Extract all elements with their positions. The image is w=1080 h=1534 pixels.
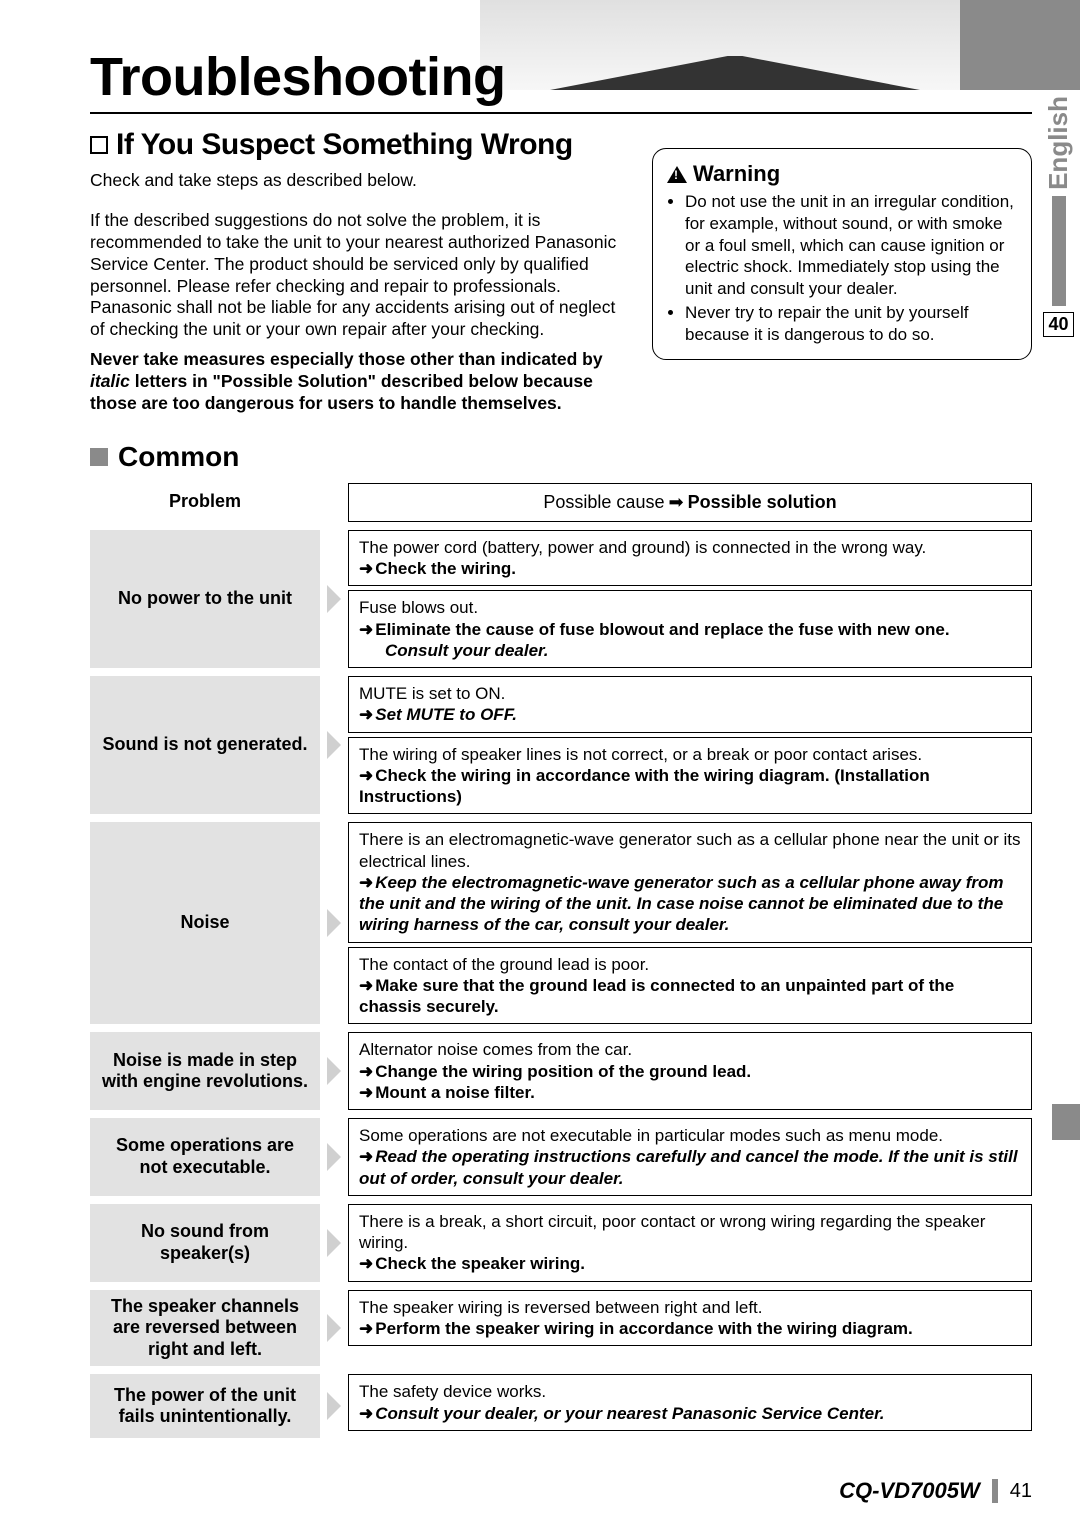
solution-cell: The contact of the ground lead is poor.➜… (348, 947, 1032, 1025)
solution-cell: MUTE is set to ON.➜Set MUTE to OFF. (348, 676, 1032, 733)
facing-page-number: 40 (1043, 312, 1073, 337)
arrow-icon (320, 822, 348, 1024)
problem-cell: The power of the unit fails unintentiona… (90, 1374, 320, 1438)
problem-cell: Sound is not generated. (90, 676, 320, 814)
problem-cell: Noise (90, 822, 320, 1024)
problem-cell: No sound from speaker(s) (90, 1204, 320, 1282)
square-bullet-icon (90, 448, 108, 466)
intro-text-3: Never take measures especially those oth… (90, 349, 624, 415)
arrow-icon (320, 1204, 348, 1282)
checkbox-icon (90, 136, 108, 154)
side-language-tab: English 40 (1043, 96, 1074, 337)
solution-cell: There is a break, a short circuit, poor … (348, 1204, 1032, 1282)
solution-cell: The power cord (battery, power and groun… (348, 530, 1032, 587)
section-common-heading: Common (90, 441, 1032, 473)
language-label: English (1043, 96, 1074, 190)
table-row: No power to the unit The power cord (batt… (90, 530, 1032, 668)
arrow-icon (320, 1032, 348, 1110)
table-row: Noise is made in step with engine revolu… (90, 1032, 1032, 1110)
table-row: Sound is not generated. MUTE is set to ON… (90, 676, 1032, 814)
page-number: 41 (1010, 1480, 1032, 1503)
page-footer: CQ-VD7005W 41 (90, 1478, 1032, 1504)
table-row: No sound from speaker(s) There is a break… (90, 1204, 1032, 1282)
solution-cell: Some operations are not executable in pa… (348, 1118, 1032, 1196)
arrow-icon (320, 676, 348, 814)
table-row: The power of the unit fails unintentiona… (90, 1374, 1032, 1438)
column-header-solution: Possible cause➡Possible solution (348, 483, 1032, 522)
warning-box: Warning Do not use the unit in an irregu… (652, 148, 1032, 360)
intro-text-1: Check and take steps as described below. (90, 170, 624, 192)
section-suspect-heading: If You Suspect Something Wrong (90, 128, 624, 162)
intro-text-2: If the described suggestions do not solv… (90, 210, 624, 341)
table-row: Some operations are not executable. Some … (90, 1118, 1032, 1196)
column-header-problem: Problem (90, 483, 320, 522)
solution-cell: The safety device works.➜Consult your de… (348, 1374, 1032, 1431)
arrow-icon (320, 1374, 348, 1438)
solution-cell: Alternator noise comes from the car.➜Cha… (348, 1032, 1032, 1110)
warning-item: Do not use the unit in an irregular cond… (685, 191, 1017, 300)
solution-cell: There is an electromagnetic-wave generat… (348, 822, 1032, 942)
arrow-icon (320, 1118, 348, 1196)
problem-cell: Noise is made in step with engine revolu… (90, 1032, 320, 1110)
solution-cell: The speaker wiring is reversed between r… (348, 1290, 1032, 1347)
problem-cell: No power to the unit (90, 530, 320, 668)
warning-icon (667, 166, 687, 183)
page-title: Troubleshooting (90, 30, 1032, 114)
warning-title: Warning (693, 161, 780, 187)
solution-cell: Fuse blows out.➜Eliminate the cause of f… (348, 590, 1032, 668)
table-row: NoiseThere is an electromagnetic-wave ge… (90, 822, 1032, 1024)
arrow-icon (320, 530, 348, 668)
table-row: The speaker channels are reversed betwee… (90, 1290, 1032, 1367)
arrow-icon (320, 1290, 348, 1367)
model-number: CQ-VD7005W (839, 1478, 980, 1504)
problem-cell: The speaker channels are reversed betwee… (90, 1290, 320, 1367)
solution-cell: The wiring of speaker lines is not corre… (348, 737, 1032, 815)
section-common-title: Common (118, 441, 239, 473)
section-suspect-title: If You Suspect Something Wrong (116, 128, 573, 162)
problem-cell: Some operations are not executable. (90, 1118, 320, 1196)
warning-item: Never try to repair the unit by yourself… (685, 302, 1017, 346)
troubleshooting-table: Problem Possible cause➡Possible solution… (90, 483, 1032, 1439)
side-gray-tab (1052, 1104, 1080, 1140)
